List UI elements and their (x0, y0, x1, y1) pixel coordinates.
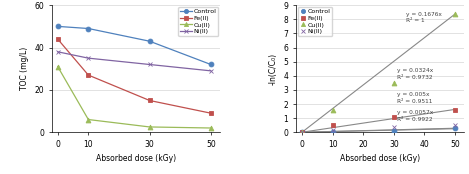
Control (55, 25, 61, 27)
Control (299, 131, 305, 133)
X-axis label: Absorbed dose (kGy): Absorbed dose (kGy) (340, 155, 420, 163)
Cu(II) (55, 66, 61, 68)
Ni(II) (208, 70, 214, 72)
Text: y = 0.0324x
R² = 0.9732: y = 0.0324x R² = 0.9732 (397, 68, 433, 80)
Y-axis label: TOC (mg/L): TOC (mg/L) (20, 47, 29, 90)
Fe(II) (330, 124, 335, 126)
Fe(II) (85, 74, 91, 76)
Control (208, 64, 214, 66)
Line: Cu(II): Cu(II) (300, 11, 458, 135)
Cu(II) (208, 127, 214, 129)
Cu(II) (452, 13, 458, 15)
Line: Ni(II): Ni(II) (55, 49, 213, 73)
Control (452, 127, 458, 129)
Ni(II) (55, 51, 61, 53)
Ni(II) (452, 124, 458, 126)
Cu(II) (85, 118, 91, 121)
Y-axis label: -ln(C/C₀): -ln(C/C₀) (269, 53, 278, 85)
Control (147, 40, 152, 42)
Cu(II) (391, 82, 397, 84)
Ni(II) (299, 131, 305, 133)
Line: Control: Control (55, 24, 213, 67)
Line: Control: Control (300, 126, 458, 135)
Fe(II) (391, 116, 397, 118)
Fe(II) (452, 109, 458, 111)
Legend: Control, Fe(II), Cu(II), Ni(II): Control, Fe(II), Cu(II), Ni(II) (178, 7, 218, 36)
Ni(II) (391, 126, 397, 128)
Text: y = 0.0057x
R² = 0.9922: y = 0.0057x R² = 0.9922 (397, 110, 433, 122)
Line: Fe(II): Fe(II) (300, 108, 458, 135)
Ni(II) (85, 57, 91, 59)
Ni(II) (147, 64, 152, 66)
Fe(II) (147, 100, 152, 102)
Line: Fe(II): Fe(II) (55, 37, 213, 116)
Control (85, 27, 91, 30)
Cu(II) (330, 109, 335, 111)
Control (391, 130, 397, 132)
Legend: Control, Fe(II), Cu(II), Ni(II): Control, Fe(II), Cu(II), Ni(II) (298, 7, 333, 36)
Cu(II) (299, 131, 305, 133)
X-axis label: Absorbed dose (kGy): Absorbed dose (kGy) (96, 155, 176, 163)
Control (330, 130, 335, 133)
Fe(II) (208, 112, 214, 114)
Line: Ni(II): Ni(II) (300, 123, 458, 135)
Fe(II) (55, 38, 61, 40)
Text: y = 0.005x
R² = 0.9511: y = 0.005x R² = 0.9511 (397, 92, 432, 104)
Line: Cu(II): Cu(II) (55, 64, 213, 130)
Ni(II) (330, 129, 335, 131)
Text: y = 0.1676x
R² = 1: y = 0.1676x R² = 1 (406, 11, 442, 23)
Cu(II) (147, 126, 152, 128)
Fe(II) (299, 131, 305, 133)
